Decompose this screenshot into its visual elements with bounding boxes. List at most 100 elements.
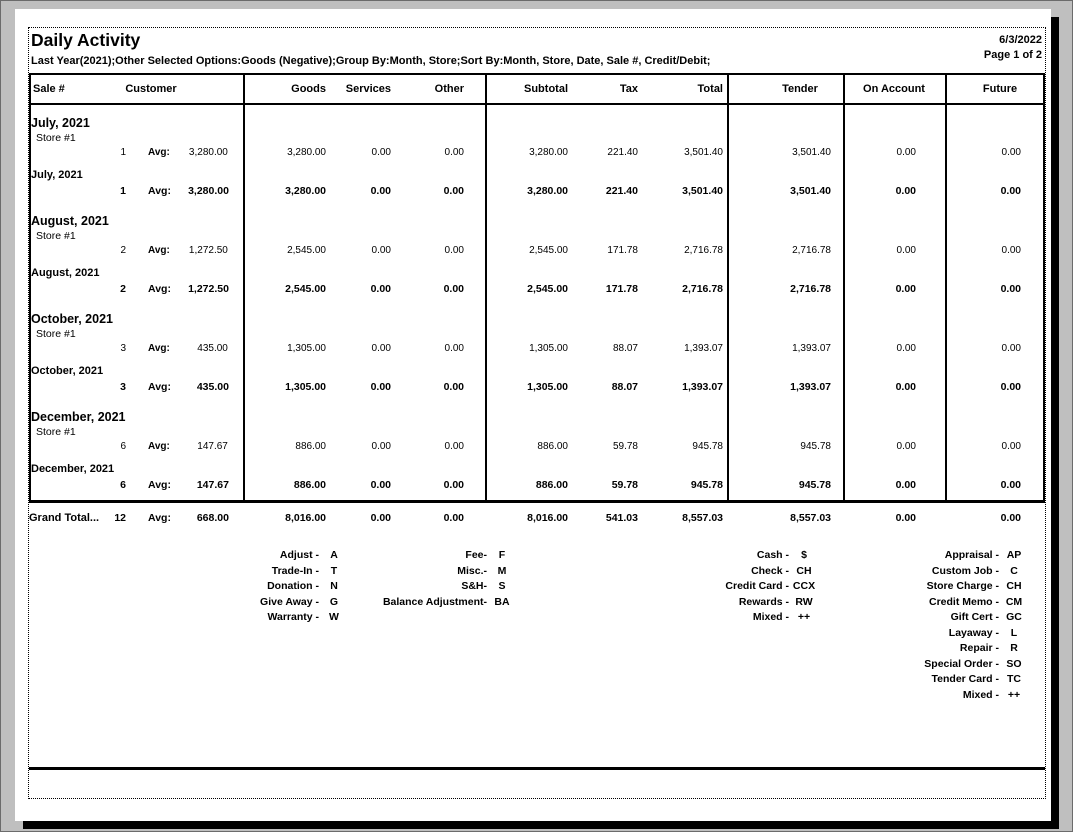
other-value: 0.00 [444, 147, 464, 158]
avg-label: Avg: [148, 283, 171, 295]
legend-label: S&H- [461, 580, 487, 592]
legend-code: CM [1005, 595, 1023, 608]
legend-code: ++ [1007, 688, 1021, 701]
group-store-label: Store #1 [36, 132, 76, 144]
tender-value: 3,501.40 [792, 147, 831, 158]
services-value: 0.00 [371, 441, 391, 452]
onaccount-value: 0.00 [895, 283, 916, 295]
legend-label: Warranty - [267, 611, 319, 623]
table-divider-other [485, 75, 487, 500]
avg-label: Avg: [148, 512, 171, 524]
goods-value: 3,280.00 [287, 147, 326, 158]
subtotal-value: 1,305.00 [529, 343, 568, 354]
avg-value: 435.00 [197, 343, 228, 354]
column-header-future: Future [982, 83, 1018, 95]
column-header-subtotal: Subtotal [524, 83, 568, 95]
tax-value: 221.40 [605, 185, 638, 197]
services-value: 0.00 [370, 185, 391, 197]
sale-count: 6 [120, 441, 126, 452]
group-month-label: July, 2021 [31, 116, 90, 130]
legend-entry: Misc.- M [297, 564, 517, 580]
subtotal-value: 3,280.00 [529, 147, 568, 158]
legend-charge-codes: Fee- F Misc.- M S&H- S Balance Adjustment- B… [297, 548, 517, 610]
column-header-other: Other [434, 83, 464, 95]
legend-label: Misc.- [457, 564, 487, 577]
avg-value: 435.00 [196, 381, 229, 393]
sale-count: 2 [120, 245, 126, 256]
future-value: 0.00 [1000, 283, 1021, 295]
subtotal-value: 8,016.00 [527, 512, 568, 524]
month-summary-row: 2 Avg: 1,272.50 2,545.00 0.00 0.00 2,545… [29, 282, 1045, 296]
legend-code: S [498, 580, 506, 592]
sale-count: 1 [120, 147, 126, 158]
services-value: 0.00 [371, 245, 391, 256]
group-month-label: October, 2021 [31, 312, 113, 326]
legend-code: $ [801, 549, 807, 561]
column-header-onaccount: On Account [863, 83, 925, 95]
total-value: 3,501.40 [684, 147, 723, 158]
legend-entry: Gift Cert - GC [809, 610, 1029, 626]
legend-entry: Store Charge - CH [809, 579, 1029, 595]
legend-code: TC [1007, 673, 1021, 685]
onaccount-value: 0.00 [896, 245, 916, 256]
table-divider-total [727, 75, 729, 500]
store-detail-row: 3 Avg: 435.00 1,305.00 0.00 0.00 1,305.0… [29, 342, 1045, 356]
legend-entry: Layaway - L [809, 626, 1029, 642]
other-value: 0.00 [443, 512, 464, 524]
month-summary-row: 6 Avg: 147.67 886.00 0.00 0.00 886.00 59… [29, 478, 1045, 492]
month-group-october: October, 2021 Store #1 3 Avg: 435.00 1,3… [29, 311, 1045, 394]
month-summary-label: December, 2021 [31, 463, 115, 475]
tender-value: 945.78 [798, 479, 831, 491]
legend-label: Adjust - [279, 549, 319, 561]
goods-value: 8,016.00 [285, 512, 326, 524]
legend-label: Give Away - [260, 595, 319, 608]
services-value: 0.00 [371, 343, 391, 354]
avg-label: Avg: [148, 381, 171, 393]
legend-entry: Custom Job - C [809, 564, 1029, 580]
legend-entry: Mixed - ++ [599, 610, 819, 626]
table-header-row: Sale # Customer Goods Services Other Sub… [29, 75, 1045, 105]
legend-label: Special Order - [924, 657, 999, 670]
column-header-sale: Sale # [33, 83, 65, 95]
legend-label: Mixed - [752, 611, 789, 623]
subtotal-value: 1,305.00 [527, 381, 568, 393]
future-value: 0.00 [1000, 185, 1021, 197]
legend-code: CH [1006, 580, 1022, 592]
legend-label: Trade-In - [271, 564, 319, 577]
legend-label: Repair - [959, 642, 999, 654]
onaccount-value: 0.00 [896, 343, 916, 354]
goods-value: 886.00 [295, 441, 326, 452]
onaccount-value: 0.00 [895, 185, 916, 197]
subtotal-value: 2,545.00 [529, 245, 568, 256]
tender-value: 8,557.03 [790, 512, 831, 524]
group-month-label: December, 2021 [31, 410, 126, 424]
other-value: 0.00 [444, 343, 464, 354]
onaccount-value: 0.00 [895, 512, 916, 524]
table-divider-tender [843, 75, 845, 500]
table-border-right [1043, 75, 1045, 500]
month-group-december: December, 2021 Store #1 6 Avg: 147.67 88… [29, 409, 1045, 492]
total-value: 1,393.07 [682, 381, 723, 393]
legend-entry: Adjust - A [129, 548, 349, 564]
legend-label: Appraisal - [944, 549, 999, 561]
month-summary-row: 3 Avg: 435.00 1,305.00 0.00 0.00 1,305.0… [29, 380, 1045, 394]
group-month-label: August, 2021 [31, 214, 109, 228]
month-group-august: August, 2021 Store #1 2 Avg: 1,272.50 2,… [29, 213, 1045, 296]
tax-value: 88.07 [611, 381, 638, 393]
total-value: 945.78 [690, 479, 723, 491]
tender-value: 3,501.40 [790, 185, 831, 197]
total-value: 2,716.78 [684, 245, 723, 256]
page-indicator: Page 1 of 2 [983, 48, 1042, 61]
legend-entry: S&H- S [297, 579, 517, 595]
services-value: 0.00 [371, 147, 391, 158]
month-summary-label: August, 2021 [31, 267, 100, 279]
sale-count: 1 [120, 185, 126, 197]
goods-value: 1,305.00 [285, 381, 326, 393]
legend-code: A [330, 549, 338, 561]
future-value: 0.00 [1000, 479, 1021, 491]
legend-entry: Donation - N [129, 579, 349, 595]
tender-value: 2,716.78 [792, 245, 831, 256]
legend-entry: Fee- F [297, 548, 517, 564]
avg-label: Avg: [148, 479, 171, 491]
